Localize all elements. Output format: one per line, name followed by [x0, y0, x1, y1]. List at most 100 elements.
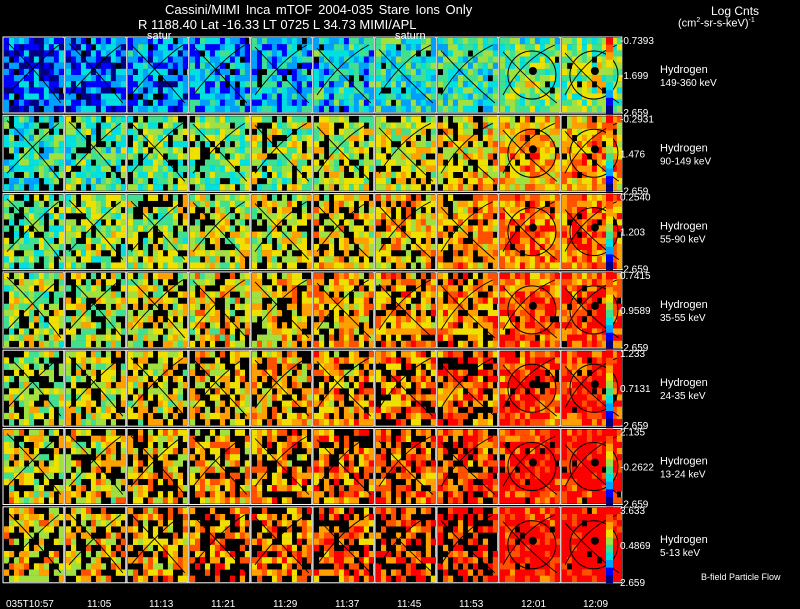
image-panel — [126, 428, 189, 505]
saturn-marker — [528, 223, 537, 232]
saturn-marker — [528, 67, 537, 75]
image-panel — [436, 271, 499, 349]
colorbar-min-label: -2.659 — [620, 186, 649, 197]
energy-range-label: 35-55 keV — [660, 313, 706, 324]
image-panel — [126, 349, 189, 427]
colorbar — [606, 37, 613, 114]
image-panel — [374, 271, 437, 349]
time-tick-label: 12:01 — [521, 599, 546, 609]
colorbar — [606, 350, 613, 427]
image-panel — [126, 506, 189, 584]
image-panel — [250, 36, 313, 114]
colorbar-min-label: -2.659 — [620, 265, 649, 276]
image-panel — [64, 114, 127, 192]
colorbar — [606, 428, 613, 505]
colorbar-mid-label: 1.476 — [620, 149, 645, 160]
image-panel — [312, 428, 375, 505]
species-label: Hydrogen — [660, 142, 708, 154]
image-panel — [64, 271, 127, 349]
saturn-overlay-label: satur — [147, 30, 172, 42]
colorbar-mid-label: 0.4869 — [620, 541, 651, 552]
colorbar-min-label: -2.659 — [620, 108, 649, 119]
image-panel — [498, 271, 561, 349]
species-label: Hydrogen — [660, 64, 708, 76]
saturn-marker — [590, 223, 599, 232]
energy-range-label: 5-13 keV — [660, 548, 700, 559]
image-panel — [374, 506, 437, 584]
image-panel — [250, 428, 313, 505]
image-panel — [64, 193, 127, 271]
image-panel — [188, 114, 251, 192]
image-panel — [64, 36, 127, 114]
time-tick-label: 11:37 — [335, 599, 360, 609]
footer-label: B-field Particle Flow — [701, 572, 781, 582]
image-panel — [374, 428, 437, 505]
image-panel — [126, 114, 189, 192]
image-panel — [498, 36, 561, 114]
image-panel — [250, 114, 313, 192]
orbit-info: R 1188.40 Lat -16.33 LT 0725 L 34.73 MIM… — [138, 17, 417, 32]
colorbar-max-label: 2.135 — [620, 428, 645, 439]
image-panel — [126, 271, 189, 349]
time-tick-label: 035T10:57 — [6, 599, 54, 609]
saturn-marker — [590, 145, 599, 154]
image-panel — [2, 193, 65, 271]
image-panel — [188, 193, 251, 271]
image-panel — [560, 36, 623, 114]
colorbar-mid-label: 1.203 — [620, 228, 645, 239]
image-panel — [188, 349, 251, 427]
image-panel — [64, 349, 127, 427]
colorbar-mid-label: 0.7131 — [620, 384, 651, 395]
image-panel — [188, 506, 251, 584]
image-panel — [436, 349, 499, 427]
colorbar — [606, 193, 613, 271]
image-panel — [498, 114, 561, 192]
time-tick-label: 11:29 — [273, 599, 298, 609]
colorbar-max-label: -0.7393 — [620, 36, 654, 47]
chart-title: Cassini/MIMI Inca mTOF 2004-035 Stare Io… — [165, 2, 473, 17]
saturn-marker — [528, 458, 537, 467]
image-panel — [498, 428, 561, 505]
image-panel — [250, 193, 313, 271]
colorbar-max-label: 0.7415 — [620, 271, 651, 282]
species-label: Hydrogen — [660, 534, 708, 546]
image-panel — [312, 349, 375, 427]
image-panel — [64, 428, 127, 505]
time-tick-label: 11:13 — [149, 599, 174, 609]
saturn-marker — [590, 380, 599, 389]
colorbar — [606, 271, 613, 349]
image-panel — [374, 114, 437, 192]
image-panel — [312, 271, 375, 349]
energy-range-label: 55-90 keV — [660, 235, 706, 246]
colorbar-min-label: -2.659 — [620, 343, 649, 354]
saturn-marker — [590, 301, 599, 310]
colorbar-mid-label: 0.9589 — [620, 306, 651, 317]
colorbar-min-label: 2.659 — [620, 578, 645, 589]
saturn-marker — [590, 67, 599, 75]
species-label: Hydrogen — [660, 299, 708, 311]
energy-range-label: 149-360 keV — [660, 78, 717, 89]
species-label: Hydrogen — [660, 456, 708, 468]
image-panel — [312, 36, 375, 114]
time-tick-label: 11:21 — [211, 599, 236, 609]
image-panel — [498, 349, 561, 427]
time-tick-label: 12:09 — [583, 599, 608, 609]
saturn-overlay-label: saturn — [395, 30, 426, 42]
image-panel — [2, 36, 65, 114]
image-panel — [2, 506, 65, 584]
image-panel — [498, 193, 561, 271]
colorbar-min-label: -2.659 — [620, 421, 649, 432]
image-panel — [312, 193, 375, 271]
colorbar — [606, 506, 613, 584]
time-tick-label: 11:53 — [459, 599, 484, 609]
image-panel — [2, 271, 65, 349]
image-panel — [250, 349, 313, 427]
energy-range-label: 24-35 keV — [660, 391, 706, 402]
image-panel — [312, 506, 375, 584]
image-panel — [2, 428, 65, 505]
colorbar-max-label: -0.2931 — [620, 114, 654, 125]
colorbar-max-label: 0.2540 — [620, 193, 651, 204]
image-panel — [436, 428, 499, 505]
colorbar-mid-label: -0.2622 — [620, 463, 654, 474]
